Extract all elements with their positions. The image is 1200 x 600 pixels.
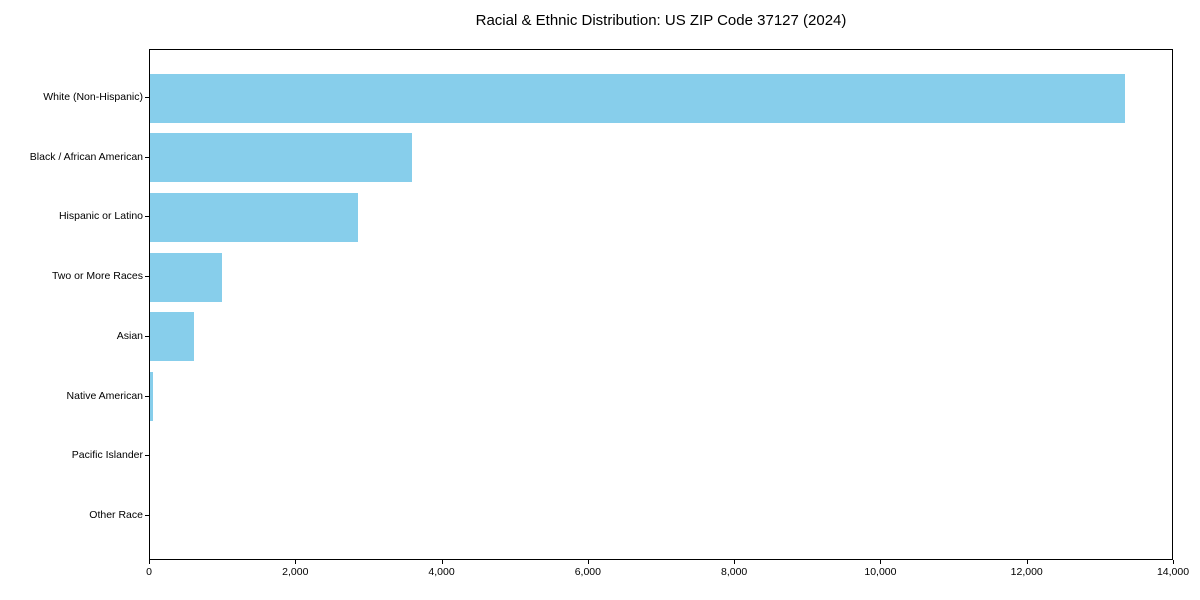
x-tick-label: 10,000: [864, 566, 897, 578]
y-tick-mark: [145, 156, 149, 158]
y-axis-label: Hispanic or Latino: [58, 210, 143, 223]
x-tick-label: 12,000: [1010, 566, 1043, 578]
y-tick-mark: [145, 216, 149, 218]
y-tick-mark: [145, 335, 149, 337]
y-axis-label: Black / African American: [29, 150, 143, 163]
bar-white-non-hispanic: [150, 73, 1125, 123]
x-tick-label: 4,000: [428, 566, 455, 578]
y-tick-mark: [145, 97, 149, 98]
y-axis-label: Other Race: [89, 508, 143, 521]
y-tick-mark: [145, 395, 149, 397]
y-axis-label: Pacific Islander: [71, 449, 143, 462]
y-tick-mark: [145, 455, 149, 457]
bar-asian: [150, 312, 194, 362]
x-tick-label: 6,000: [574, 566, 601, 578]
bar-black-african-american: [150, 133, 412, 183]
bar-hispanic-or-latino: [150, 192, 358, 242]
x-tick-mark: [734, 560, 736, 564]
x-tick-mark: [1026, 560, 1028, 564]
x-tick-mark: [441, 560, 443, 564]
x-tick-mark: [295, 560, 297, 564]
x-tick-label: 2,000: [282, 566, 309, 578]
x-tick-label: 14,000: [1156, 566, 1190, 578]
y-axis-label: Asian: [116, 329, 143, 342]
y-tick-mark: [145, 514, 149, 516]
x-tick-mark: [587, 560, 589, 564]
x-tick-label: 0: [146, 566, 152, 578]
chart-title: Racial & Ethnic Distribution: US ZIP Cod…: [475, 12, 847, 29]
y-axis-label: White (Non-Hispanic): [43, 91, 143, 103]
y-tick-mark: [145, 276, 149, 278]
x-tick-mark: [880, 560, 882, 564]
x-tick-mark: [149, 560, 150, 564]
bar-native-american: [150, 372, 154, 422]
y-axis-label: Two or More Races: [51, 270, 143, 283]
x-tick-label: 8,000: [721, 566, 748, 578]
x-tick-mark: [1173, 560, 1174, 564]
plot-area: [149, 49, 1173, 560]
y-axis-label: Native American: [66, 389, 143, 402]
bar-two-or-more-races: [150, 252, 222, 302]
